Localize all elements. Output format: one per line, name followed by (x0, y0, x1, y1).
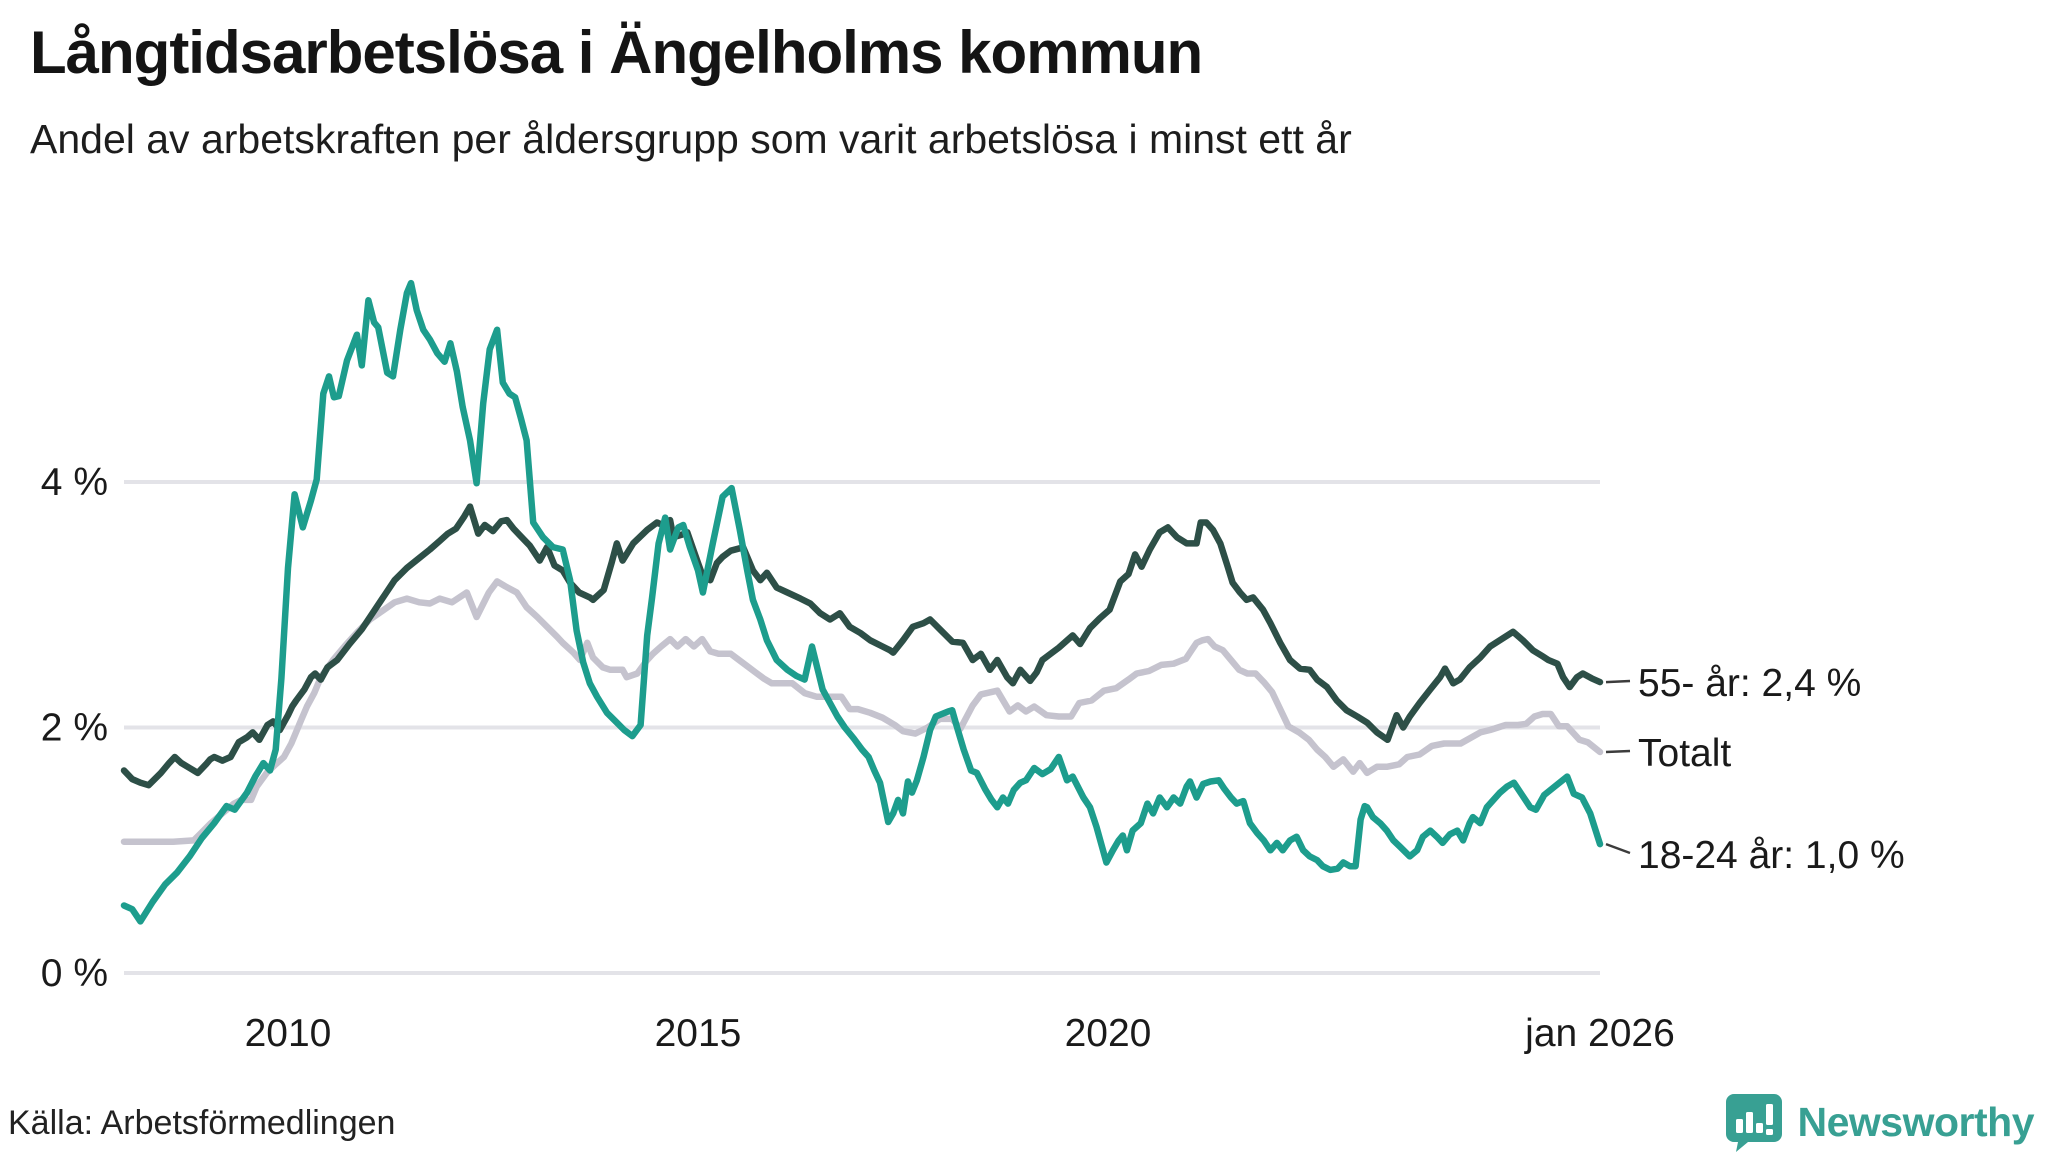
x-tick-label: 2010 (245, 1012, 332, 1055)
newsworthy-brand: Newsworthy (1724, 1092, 2035, 1152)
y-tick-label: 0 % (41, 952, 108, 995)
label-connector (1605, 749, 1631, 754)
label-connector (1605, 842, 1631, 855)
x-tick-label: jan 2026 (1524, 1012, 1675, 1055)
brand-name: Newsworthy (1797, 1098, 2035, 1145)
series-line-18-24-r (120, 279, 1604, 925)
page-title: Långtidsarbetslösa i Ängelholms kommun (30, 19, 1203, 86)
series-end-label: 18-24 år: 1,0 % (1638, 834, 1905, 877)
chart-subtitle: Andel av arbetskraften per åldersgrupp s… (30, 116, 1352, 162)
x-tick-label: 2020 (1065, 1012, 1152, 1055)
series-line-totalt (120, 578, 1604, 845)
series-end-label: 55- år: 2,4 % (1638, 662, 1861, 705)
series-end-label: Totalt (1638, 732, 1731, 775)
y-tick-label: 4 % (41, 461, 108, 504)
label-connector (1605, 679, 1631, 684)
newsworthy-logo-icon (1725, 1094, 1782, 1152)
x-tick-label: 2015 (655, 1012, 742, 1055)
y-tick-label: 2 % (41, 707, 108, 750)
source-note: Källa: Arbetsförmedlingen (8, 1104, 396, 1142)
series-line-55-r (120, 503, 1604, 789)
